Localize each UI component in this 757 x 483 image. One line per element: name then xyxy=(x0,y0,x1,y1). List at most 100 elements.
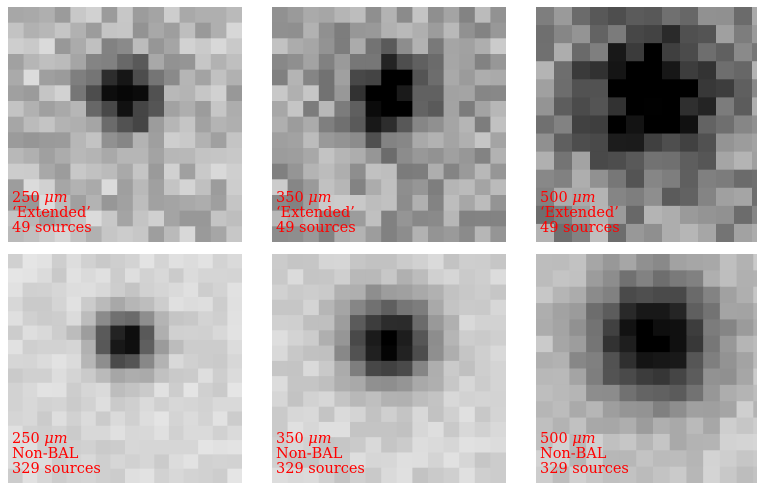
image-pixel xyxy=(164,7,181,24)
image-pixel xyxy=(734,205,753,225)
image-pixel xyxy=(412,148,429,165)
image-pixel xyxy=(350,132,367,149)
image-pixel xyxy=(459,299,476,316)
image-pixel xyxy=(586,352,604,370)
image-pixel xyxy=(8,339,24,355)
image-pixel xyxy=(365,254,382,270)
sample-label: ‘Extended’ xyxy=(12,205,91,221)
image-pixel xyxy=(586,335,604,353)
image-pixel xyxy=(8,116,25,133)
image-pixel xyxy=(66,311,82,327)
image-pixel xyxy=(350,179,367,196)
image-pixel xyxy=(51,254,68,269)
image-pixel xyxy=(590,115,609,135)
image-pixel xyxy=(619,417,637,435)
image-pixel xyxy=(428,330,445,347)
image-pixel xyxy=(39,148,56,165)
image-pixel xyxy=(227,454,242,470)
image-pixel xyxy=(350,7,367,24)
image-pixel xyxy=(636,270,654,288)
image-pixel xyxy=(287,22,304,39)
image-pixel xyxy=(586,319,604,337)
image-pixel xyxy=(554,79,573,98)
image-pixel xyxy=(381,22,398,39)
image-pixel xyxy=(490,345,506,362)
image-pixel xyxy=(443,421,460,438)
image-pixel xyxy=(536,115,555,135)
image-pixel xyxy=(536,7,555,26)
image-pixel xyxy=(132,179,149,196)
image-pixel xyxy=(619,270,637,288)
image-pixel xyxy=(443,406,460,423)
image-pixel xyxy=(86,116,103,133)
image-pixel xyxy=(365,54,382,71)
image-pixel xyxy=(719,335,738,353)
image-pixel xyxy=(272,467,289,483)
image-pixel xyxy=(716,7,735,26)
image-pixel xyxy=(287,421,304,438)
image-pixel xyxy=(22,354,38,370)
image-pixel xyxy=(680,169,699,189)
image-pixel xyxy=(752,61,757,80)
image-pixel xyxy=(66,282,82,298)
image-pixel xyxy=(22,425,38,441)
image-pixel xyxy=(490,452,506,469)
image-pixel xyxy=(443,437,460,454)
image-pixel xyxy=(334,195,351,212)
image-pixel xyxy=(680,61,699,80)
image-pixel xyxy=(39,7,56,24)
image-pixel xyxy=(734,133,753,153)
image-pixel xyxy=(686,368,704,386)
image-pixel xyxy=(8,411,24,427)
image-pixel xyxy=(626,205,645,225)
image-pixel xyxy=(168,397,185,413)
image-pixel xyxy=(474,315,491,331)
image-pixel xyxy=(179,163,196,180)
image-pixel xyxy=(396,116,413,133)
image-pixel xyxy=(459,345,476,362)
image-pixel xyxy=(101,179,118,196)
image-pixel xyxy=(334,284,351,301)
image-pixel xyxy=(110,411,126,427)
image-pixel xyxy=(212,325,228,341)
image-pixel xyxy=(474,85,491,102)
image-pixel xyxy=(662,187,681,207)
image-pixel xyxy=(443,22,460,39)
image-pixel xyxy=(536,286,554,304)
image-pixel xyxy=(350,315,367,331)
image-pixel xyxy=(195,210,212,227)
image-pixel xyxy=(54,195,71,212)
image-pixel xyxy=(51,325,68,341)
image-pixel xyxy=(350,101,367,118)
image-pixel xyxy=(39,179,56,196)
image-pixel xyxy=(318,69,335,86)
image-pixel xyxy=(23,132,40,149)
image-pixel xyxy=(39,226,56,242)
image-pixel xyxy=(125,382,141,398)
image-pixel xyxy=(81,339,97,355)
image-pixel xyxy=(474,360,491,377)
image-pixel xyxy=(210,132,227,149)
image-pixel xyxy=(117,54,134,71)
image-pixel xyxy=(212,440,228,455)
image-pixel xyxy=(536,205,555,225)
image-pixel xyxy=(95,354,111,370)
image-pixel xyxy=(396,330,413,347)
image-pixel xyxy=(644,61,663,80)
image-pixel xyxy=(734,151,753,171)
image-pixel xyxy=(86,38,103,55)
image-pixel xyxy=(318,391,335,408)
image-pixel xyxy=(703,303,721,321)
image-pixel xyxy=(303,421,320,438)
image-pixel xyxy=(66,454,82,470)
image-pixel xyxy=(287,376,304,392)
image-pixel xyxy=(54,101,71,118)
image-pixel xyxy=(334,38,351,55)
image-pixel xyxy=(334,299,351,316)
image-pixel xyxy=(669,254,688,271)
image-pixel xyxy=(139,382,155,398)
image-pixel xyxy=(443,467,460,483)
image-pixel xyxy=(365,38,382,55)
image-pixel xyxy=(552,352,571,370)
image-pixel xyxy=(636,433,654,451)
